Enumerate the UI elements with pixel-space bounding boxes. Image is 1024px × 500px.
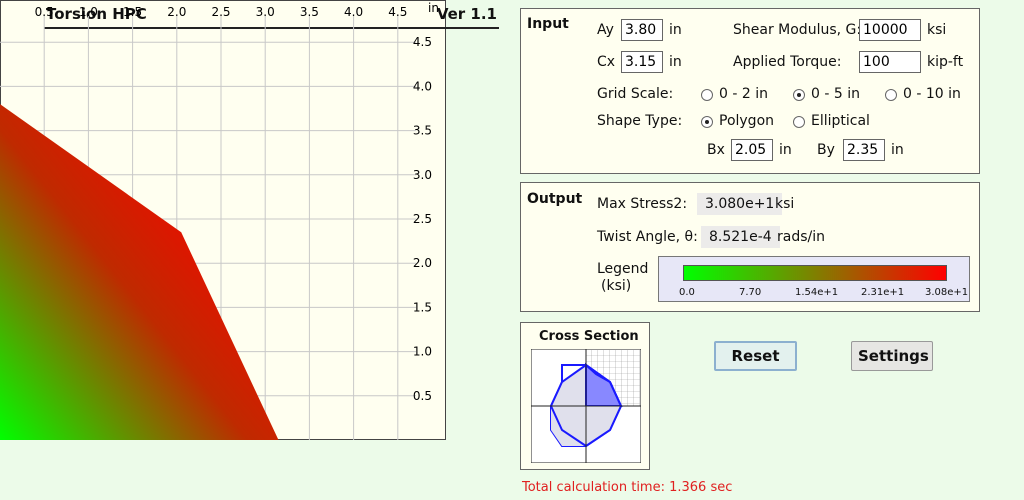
cross-section-svg [531,349,641,463]
grid-scale-option-2: 0 - 2 in [719,86,768,102]
stress-plot[interactable]: 0.5 1.0 1.5 2.0 2.5 3.0 3.5 4.0 4.5 4.5 4.0 3.5 3.0… [0,0,446,440]
max-stress-label: Max Stress2: [597,196,688,212]
bx-input[interactable] [731,139,773,161]
twist-angle-label: Twist Angle, θ: [597,229,698,245]
app-version: Ver 1.1 [436,5,497,23]
by-unit: in [891,142,904,158]
grid-scale-radio-10[interactable] [885,89,897,101]
x-tick-label: 4.5 [388,5,407,19]
x-tick-labels: 0.5 1.0 1.5 2.0 2.5 3.0 3.5 4.0 4.5 [35,5,408,19]
legend-tick: 0.0 [679,287,695,298]
legend-color-bar [683,265,947,281]
shear-modulus-input[interactable] [859,19,921,41]
y-tick-label: 1.5 [413,300,432,314]
y-tick-label: 3.5 [413,124,432,138]
x-tick-label: 1.5 [123,5,142,19]
ay-label: Ay [597,22,614,38]
input-panel-title: Input [527,16,569,32]
bx-unit: in [779,142,792,158]
y-tick-labels: 4.5 4.0 3.5 3.0 2.5 2.0 1.5 1.0 0.5 [413,35,432,403]
grid-scale-label: Grid Scale: [597,86,674,102]
by-input[interactable] [843,139,885,161]
y-tick-label: 1.0 [413,345,432,359]
x-tick-label: 2.5 [211,5,230,19]
x-tick-label: 3.5 [300,5,319,19]
twist-angle-value: 8.521e-4 [701,226,780,248]
y-tick-label: 0.5 [413,389,432,403]
shape-type-option-polygon: Polygon [719,113,775,129]
bx-label: Bx [707,142,725,158]
stress-legend: 0.0 7.70 1.54e+1 2.31e+1 3.08e+1 [658,256,970,302]
output-panel-title: Output [527,191,583,207]
cx-label: Cx [597,54,616,70]
y-tick-label: 4.0 [413,79,432,93]
legend-tick: 7.70 [739,287,762,298]
cross-section-title: Cross Section [539,329,639,344]
input-panel: Input Ay in Shear Modulus, G: ksi Cx in … [520,8,980,174]
torque-input[interactable] [859,51,921,73]
torque-unit: kip-ft [927,54,964,70]
y-tick-label: 2.5 [413,212,432,226]
legend-tick: 3.08e+1 [925,287,969,298]
shape-type-radio-elliptical[interactable] [793,116,805,128]
legend-tick: 2.31e+1 [861,287,905,298]
max-stress-unit: ksi [775,196,795,212]
x-tick-label: 2.0 [167,5,186,19]
y-tick-label: 3.0 [413,168,432,182]
x-tick-label: 0.5 [35,5,54,19]
cx-unit: in [669,54,682,70]
shape-type-option-elliptical: Elliptical [811,113,870,129]
y-tick-label: 2.0 [413,256,432,270]
reset-button[interactable]: Reset [714,341,797,371]
by-label: By [817,142,835,158]
twist-angle-unit: rads/in [777,229,825,245]
legend-unit-label: (ksi) [601,278,632,294]
cross-section-panel: Cross Section [520,322,650,470]
shear-modulus-unit: ksi [927,22,947,38]
calculation-time: Total calculation time: 1.366 sec [522,480,733,495]
grid-scale-option-10: 0 - 10 in [903,86,961,102]
stress-plot-svg: 0.5 1.0 1.5 2.0 2.5 3.0 3.5 4.0 4.5 4.5 4.0 3.5 3.0… [0,1,439,440]
plot-unit-label: in [428,1,439,15]
shape-type-label: Shape Type: [597,113,683,129]
x-tick-label: 3.0 [256,5,275,19]
settings-button[interactable]: Settings [851,341,933,371]
x-tick-label: 1.0 [79,5,98,19]
stress-shape [0,104,279,440]
ay-unit: in [669,22,682,38]
max-stress-value: 3.080e+1 [697,193,783,215]
shear-modulus-label: Shear Modulus, G: [733,22,862,38]
ay-input[interactable] [621,19,663,41]
cx-input[interactable] [621,51,663,73]
grid-scale-radio-5[interactable] [793,89,805,101]
grid-scale-radio-2[interactable] [701,89,713,101]
legend-label: Legend [597,261,649,277]
app-title: Torsion HPC [46,5,147,23]
torque-label: Applied Torque: [733,54,842,70]
cross-section-q2 [562,365,586,406]
shape-type-radio-polygon[interactable] [701,116,713,128]
legend-tick: 1.54e+1 [795,287,839,298]
y-tick-label: 4.5 [413,35,432,49]
title-bar: Torsion HPC Ver 1.1 [44,0,499,29]
x-tick-label: 4.0 [344,5,363,19]
grid-scale-option-5: 0 - 5 in [811,86,860,102]
